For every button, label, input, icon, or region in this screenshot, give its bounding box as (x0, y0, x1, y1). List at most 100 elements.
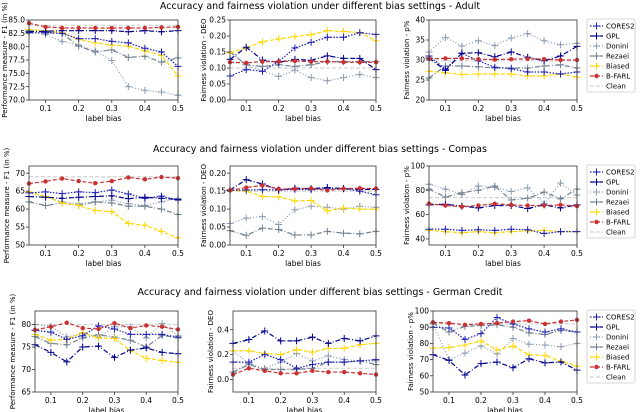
plus-marker (477, 330, 485, 338)
series-line (34, 322, 179, 339)
plus-marker (277, 356, 285, 364)
y-axis-label: Fairness violation - p% (407, 312, 415, 391)
plus-marker (593, 52, 600, 60)
plus-marker (108, 192, 116, 200)
plus-marker (91, 193, 99, 201)
series-line (229, 32, 377, 77)
plus-marker (63, 358, 71, 366)
legend-label: CORES2 (606, 314, 635, 322)
plus-marker (458, 70, 466, 78)
plus-marker (47, 328, 55, 336)
plus-marker (557, 343, 565, 351)
circle-marker (308, 186, 314, 191)
series-line (428, 70, 578, 78)
plus-marker (458, 49, 466, 57)
plus-marker (307, 38, 315, 46)
x-tick-label: 0.1 (443, 396, 455, 405)
legend-label: Rezaei (606, 53, 629, 61)
x-tick-label: 0.3 (108, 396, 120, 405)
legend-item-donini: Donini (590, 42, 628, 51)
y-tick-label: 0.00 (209, 241, 226, 250)
y-tick-label: 0.20 (209, 32, 226, 41)
circle-marker (308, 59, 314, 64)
x-tick-label: 0.1 (240, 104, 252, 113)
legend-label: CORES2 (606, 23, 635, 31)
y-axis-label: Performance measure - F1 (in %) (1, 2, 9, 118)
series-line (428, 182, 578, 205)
x-tick-label: 0.4 (139, 104, 151, 113)
legend-label: Clean (606, 374, 626, 382)
circle-marker (159, 25, 164, 30)
plus-marker (157, 194, 165, 202)
plus-marker (142, 354, 150, 362)
y-tick-label: 60 (15, 205, 25, 214)
series-line (428, 203, 578, 210)
series-line (28, 29, 179, 77)
series-b-farl (32, 320, 181, 333)
plus-marker (340, 358, 348, 366)
plus-marker (509, 364, 517, 372)
y-tick-label: 65 (21, 388, 31, 397)
legend-item-clean: Clean (590, 374, 626, 382)
legend-item-biased: Biased (590, 353, 629, 362)
subplot: 0.1 0.2 0.3 0.4 0.5 40 60 80 100 label bias Fairne… (403, 162, 583, 268)
x-tick-label: 0.2 (472, 104, 484, 113)
circle-marker (542, 321, 548, 327)
plus-marker (293, 337, 301, 345)
plus-marker (445, 356, 453, 364)
series-line (229, 189, 376, 212)
plus-marker (141, 202, 149, 210)
plus-marker (445, 343, 453, 351)
subplot: 0.1 0.2 0.3 0.4 0.5 65 70 75 80 label bias Perform… (9, 293, 184, 412)
legend-box (586, 164, 636, 239)
plus-marker (557, 358, 565, 366)
plus-marker (441, 225, 449, 233)
x-tick-label: 0.4 (140, 396, 152, 405)
plus-marker (593, 343, 600, 351)
plot-frame (432, 310, 578, 393)
circle-marker (342, 369, 347, 375)
series-line (428, 64, 578, 79)
circle-marker (357, 186, 362, 191)
plus-marker (126, 346, 134, 354)
plus-marker (277, 337, 285, 345)
legend-item-clean: Clean (590, 229, 626, 237)
y-tick-label: 85.0 (8, 16, 25, 25)
plus-marker (557, 70, 565, 78)
legend-label: Clean (606, 83, 626, 91)
plus-marker (493, 358, 501, 366)
legend-item-biased: Biased (590, 62, 629, 71)
row-title: Accuracy and fairness violation under di… (137, 287, 502, 298)
legend-item-gpl: GPL (590, 178, 620, 187)
circle-marker (459, 204, 465, 209)
plus-marker (75, 42, 83, 50)
plus-marker (474, 63, 482, 71)
series-line (428, 185, 578, 201)
y-tick-label: 25 (415, 76, 425, 85)
y-tick-label: 70 (419, 355, 429, 364)
plus-marker (158, 348, 166, 356)
plus-marker (245, 347, 253, 355)
circle-marker (96, 326, 101, 332)
y-tick-label: 75.0 (8, 69, 25, 78)
series-b-farl (426, 201, 580, 209)
legend: CORES2 GPL Donini Rezaei Biased B-FARL Clean (586, 309, 636, 384)
plus-marker (141, 44, 149, 52)
circle-marker (478, 321, 484, 327)
series-line (229, 184, 377, 192)
x-tick-label: 0.2 (275, 396, 287, 405)
plus-marker (323, 207, 331, 215)
series-line (432, 323, 578, 361)
x-tick-label: 0.1 (439, 249, 451, 258)
y-axis-label: Performance measure - F1 (in %) (3, 147, 11, 263)
plus-marker (356, 70, 364, 78)
subplot: 0.1 0.2 0.3 0.4 0.5 0.00 0.05 0.10 0.15 0.20 0.25 l… (200, 16, 382, 123)
circle-marker (357, 371, 363, 376)
series-cores2 (229, 351, 380, 372)
y-tick-label: 60 (419, 371, 429, 380)
plus-marker (79, 343, 87, 351)
series-donini (226, 202, 380, 229)
series-line (232, 330, 377, 345)
circle-marker (558, 57, 563, 63)
